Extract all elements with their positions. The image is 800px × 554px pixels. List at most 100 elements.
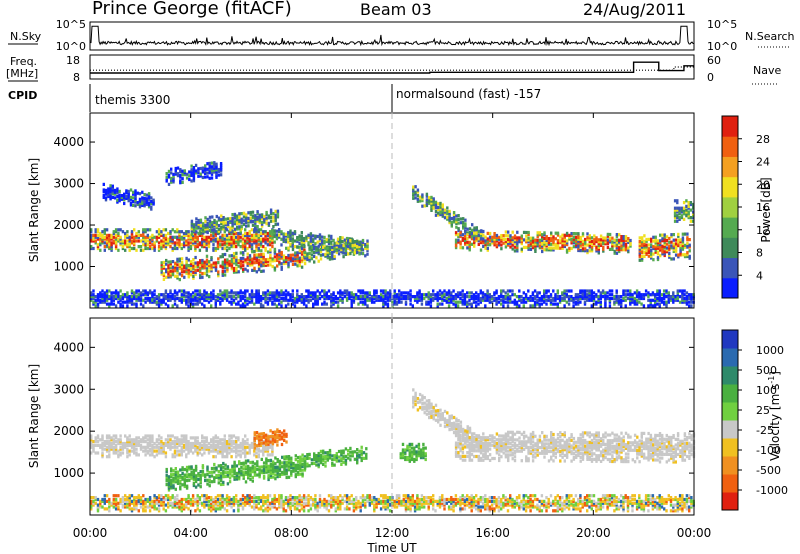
heatmap-cell [617, 300, 621, 304]
heatmap-cell [90, 237, 93, 241]
heatmap-cell [185, 455, 188, 459]
heatmap-cell [144, 246, 147, 251]
heatmap-cell [617, 295, 621, 299]
heatmap-cell [144, 245, 147, 249]
heatmap-cell [663, 246, 666, 250]
heatmap-cell [488, 295, 491, 299]
heatmap-cell [484, 293, 487, 297]
heatmap-cell [244, 293, 247, 297]
heatmap-cell [658, 289, 661, 293]
heatmap-cell [183, 171, 186, 175]
heatmap-cell [688, 254, 691, 258]
heatmap-cell [245, 218, 248, 223]
heatmap-cell [176, 257, 179, 261]
heatmap-cell [187, 449, 190, 453]
heatmap-cell [312, 295, 315, 299]
heatmap-cell [117, 231, 120, 236]
heatmap-cell [552, 235, 555, 239]
heatmap-cell [230, 231, 233, 236]
heatmap-cell [219, 473, 223, 477]
heatmap-cell [656, 256, 660, 260]
heatmap-cell [259, 243, 263, 247]
heatmap-cell [570, 298, 573, 302]
heatmap-cell [323, 302, 326, 306]
heatmap-cell [454, 302, 458, 306]
heatmap-cell [249, 474, 252, 478]
heatmap-cell [205, 246, 208, 251]
heatmap-cell [155, 440, 159, 444]
heatmap-cell [214, 237, 217, 241]
heatmap-cell [687, 201, 690, 205]
heatmap-cell [173, 296, 177, 301]
heatmap-cell [282, 234, 285, 238]
heatmap-cell [171, 241, 174, 245]
heatmap-cell [300, 258, 304, 262]
heatmap-cell [225, 449, 229, 453]
heatmap-cell [588, 243, 591, 247]
heatmap-cell [164, 443, 168, 447]
heatmap-cell [120, 194, 124, 198]
heatmap-cell [118, 199, 121, 203]
heatmap-cell [602, 242, 605, 246]
heatmap-cell [262, 256, 265, 260]
heatmap-cell [450, 300, 453, 304]
heatmap-cell [466, 246, 469, 250]
heatmap-cell [627, 237, 630, 241]
heatmap-cell [278, 229, 281, 234]
heatmap-cell [121, 304, 125, 308]
heatmap-cell [556, 233, 560, 237]
heatmap-cell [242, 219, 246, 223]
heatmap-cell [283, 468, 286, 472]
heatmap-cell [133, 235, 136, 239]
heatmap-cell [513, 236, 517, 240]
heatmap-cell [125, 196, 128, 200]
heatmap-cell [454, 233, 458, 237]
heatmap-cell [233, 214, 237, 218]
heatmap-cell [212, 293, 215, 297]
heatmap-cell [611, 236, 614, 240]
heatmap-cell [491, 235, 494, 239]
heatmap-cell [276, 467, 279, 471]
heatmap-cell [264, 295, 267, 299]
heatmap-cell [430, 207, 433, 211]
heatmap-cell [123, 196, 126, 200]
heatmap-cell [180, 246, 183, 251]
heatmap-cell [271, 302, 274, 306]
heatmap-cell [599, 293, 602, 297]
heatmap-cell [128, 298, 131, 302]
heatmap-cell [237, 237, 240, 241]
heatmap-cell [475, 295, 478, 299]
heatmap-cell [584, 237, 587, 242]
heatmap-cell [157, 296, 161, 301]
heatmap-cell [207, 447, 211, 451]
heatmap-cell [220, 225, 223, 229]
heatmap-cell [471, 230, 474, 234]
heatmap-cell [364, 296, 367, 301]
heatmap-cell [239, 441, 242, 446]
heatmap-cell [99, 293, 102, 297]
heatmap-cell [349, 242, 352, 246]
heatmap-cell [491, 241, 494, 245]
heatmap-cell [201, 264, 204, 268]
heatmap-cell [194, 449, 197, 453]
heatmap-cell [225, 239, 229, 243]
heatmap-cell [210, 440, 213, 444]
heatmap-cell [230, 436, 233, 440]
heatmap-cell [258, 217, 261, 221]
heatmap-cell [171, 434, 174, 438]
heatmap-cell [276, 255, 279, 259]
heatmap-cell [389, 296, 392, 301]
heatmap-cell [119, 243, 122, 247]
heatmap-cell [257, 455, 260, 459]
heatmap-cell [169, 260, 172, 264]
heatmap-cell [620, 304, 623, 308]
heatmap-cell [314, 291, 317, 295]
heatmap-cell [223, 230, 226, 234]
heatmap-cell [239, 291, 242, 295]
heatmap-cell [466, 300, 469, 304]
heatmap-cell [681, 291, 684, 295]
heatmap-cell [420, 293, 424, 297]
heatmap-cell [287, 257, 290, 261]
heatmap-cell [222, 482, 225, 486]
heatmap-cell [215, 214, 218, 219]
